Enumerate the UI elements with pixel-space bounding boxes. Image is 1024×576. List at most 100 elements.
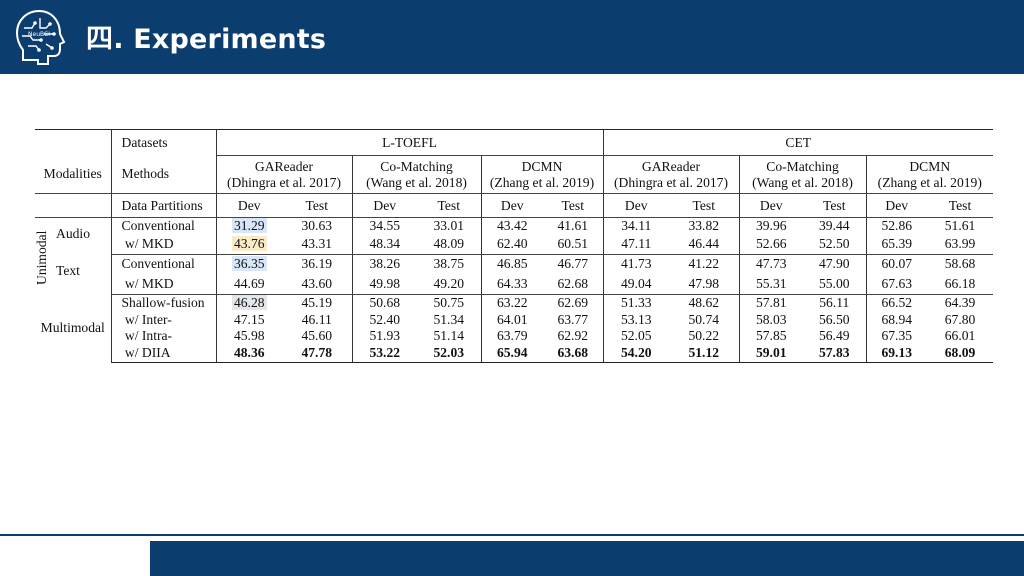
table-cell: 44.69 — [216, 274, 282, 295]
table-cell: 53.22 — [352, 344, 417, 363]
header-partitions: Data Partitions — [111, 193, 217, 218]
table-cell: 68.94 — [881, 312, 913, 327]
table-cell: 52.86 — [881, 218, 913, 233]
table-cell: 49.20 — [417, 274, 482, 295]
col-test: Test — [282, 193, 353, 218]
row-label-w-mkd-text: w/ MKD — [124, 235, 174, 251]
table-cell: 51.33 — [620, 295, 652, 311]
table-cell: 51.12 — [669, 344, 740, 363]
table-cell: 36.19 — [282, 254, 353, 274]
table-cell: 49.98 — [352, 274, 417, 295]
row-label-shallow-fusion: Shallow-fusion — [111, 294, 217, 312]
table-cell: 55.00 — [803, 274, 867, 295]
table-cell: 45.98 — [233, 328, 265, 343]
table-cell: 57.85 — [755, 328, 787, 343]
col-test: Test — [669, 193, 740, 218]
method-comatching: Co-Matching — [380, 158, 453, 174]
dataset-ltoefl: L-TOEFL — [216, 129, 604, 156]
table-cell: 49.04 — [603, 274, 669, 295]
table-cell: 34.11 — [621, 218, 652, 233]
table-cell: 50.74 — [669, 312, 740, 328]
table-cell: 57.81 — [755, 295, 787, 311]
table-cell: 55.31 — [739, 274, 803, 295]
row-label-w-diia: w/ DIIA — [111, 344, 217, 363]
col-dev: Dev — [739, 193, 803, 218]
table-cell: 67.35 — [881, 328, 913, 343]
table-cell: 46.28 — [231, 295, 267, 311]
table-cell: 52.50 — [803, 234, 867, 255]
table-cell: 63.79 — [496, 328, 528, 343]
table-cell: 45.60 — [282, 328, 353, 344]
table-cell: 63.68 — [543, 344, 604, 363]
table-cell: 67.80 — [944, 312, 976, 327]
slide-title: 四. Experiments — [86, 24, 327, 55]
method-gareader: GAReader — [641, 158, 701, 174]
table-cell: 46.85 — [496, 256, 528, 272]
table-cell: 51.93 — [369, 328, 401, 343]
dataset-cet: CET — [603, 129, 994, 156]
table-cell: 38.75 — [417, 254, 482, 274]
method-comatching-cite: (Wang et al. 2018) — [366, 174, 467, 190]
table-cell: 60.51 — [543, 234, 604, 255]
method-comatching: Co-Matching — [766, 158, 839, 174]
col-dev: Dev — [352, 193, 417, 218]
table-cell: 65.94 — [481, 344, 543, 363]
brain-logo-icon: NeuBCI — [15, 9, 66, 65]
table-cell: 46.77 — [543, 254, 604, 274]
row-label-w-mkd: w/ MKD — [111, 234, 217, 255]
table-cell: 48.36 — [216, 344, 282, 363]
table-cell: 66.18 — [927, 274, 994, 295]
table-cell: 57.83 — [803, 344, 867, 363]
table-cell: 52.05 — [620, 328, 652, 343]
table-cell: 43.60 — [282, 274, 353, 295]
table-cell: 45.19 — [282, 294, 353, 312]
table-cell: 50.75 — [417, 294, 482, 312]
header-bar: NeuBCI 四. Experiments — [0, 0, 1024, 74]
table-cell: 58.68 — [944, 256, 976, 272]
table-cell: 41.22 — [669, 254, 740, 274]
row-label-w-intra-text: w/ Intra- — [124, 328, 173, 343]
table-cell: 54.20 — [603, 344, 669, 363]
col-test: Test — [543, 193, 604, 218]
method-dcmn: DCMN — [909, 158, 951, 174]
text-label: Text — [56, 263, 80, 278]
table-cell: 39.96 — [755, 218, 787, 233]
table-cell: 64.01 — [496, 312, 528, 327]
table-cell: 46.44 — [669, 234, 740, 255]
unimodal-label: Unimodal — [34, 230, 49, 285]
table-cell: 62.69 — [543, 294, 604, 312]
method-dcmn-cite: (Zhang et al. 2019) — [877, 174, 982, 190]
table-cell: 47.73 — [755, 256, 787, 272]
method-dcmn: DCMN — [521, 158, 563, 174]
row-label-w-inter: w/ Inter- — [111, 312, 217, 328]
method-gareader: GAReader — [254, 158, 314, 174]
table-cell: 41.61 — [543, 217, 604, 234]
table-cell: 43.76 — [231, 235, 267, 251]
table-cell: 62.68 — [543, 274, 604, 295]
method-dcmn-cite: (Zhang et al. 2019) — [489, 174, 595, 190]
table-cell: 52.03 — [417, 344, 482, 363]
table-cell: 63.77 — [543, 312, 604, 328]
header-methods: Methods — [111, 155, 217, 194]
table-cell: 65.39 — [866, 234, 927, 255]
row-label-w-mkd: w/ MKD — [111, 274, 217, 295]
table-cell: 33.82 — [669, 217, 740, 234]
multimodal-label: Multimodal — [35, 294, 112, 362]
row-label-w-intra: w/ Intra- — [111, 328, 217, 344]
table-cell: 68.09 — [927, 344, 994, 363]
table-cell: 30.63 — [282, 217, 353, 234]
table-cell: 60.07 — [881, 256, 913, 272]
table-cell: 56.49 — [803, 328, 867, 344]
table-cell: 67.63 — [866, 274, 927, 295]
footer-line — [0, 534, 1024, 536]
results-table: Datasets L-TOEFL CET Modalities Methods … — [34, 129, 994, 363]
table-cell: 53.13 — [620, 312, 652, 327]
col-dev: Dev — [216, 193, 282, 218]
table-cell: 47.11 — [603, 234, 669, 255]
table-cell: 69.13 — [866, 344, 927, 363]
row-label-w-diia-text: w/ DIIA — [124, 344, 171, 360]
table-cell: 47.78 — [282, 344, 353, 363]
logo-text: NeuBCI — [28, 31, 50, 38]
table-cell: 51.34 — [417, 312, 482, 328]
table-cell: 62.40 — [481, 234, 543, 255]
